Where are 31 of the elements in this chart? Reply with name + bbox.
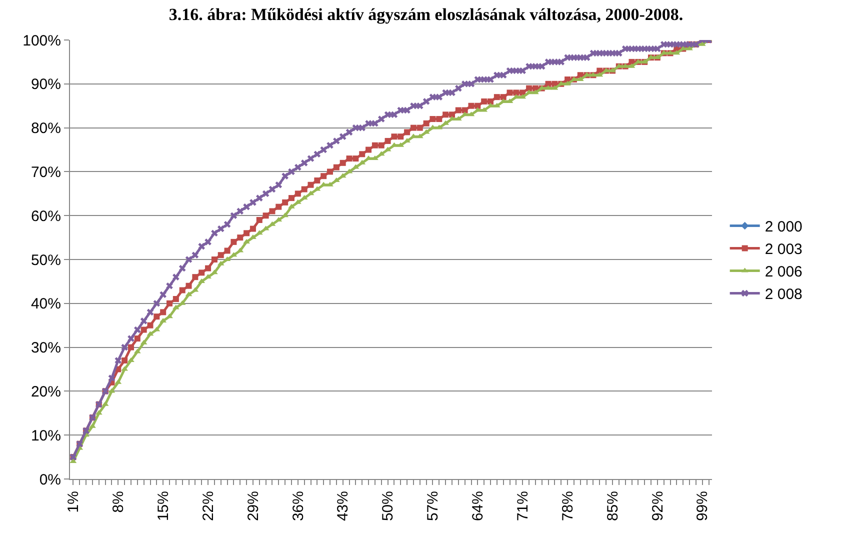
x-tick-label: 50% — [380, 491, 397, 522]
y-tick-label: 80% — [30, 120, 61, 138]
legend-label: 2 008 — [764, 286, 802, 304]
y-tick-label: 100% — [22, 32, 61, 50]
y-tick-label: 70% — [30, 164, 61, 181]
x-tick-label: 92% — [649, 491, 666, 522]
x-tick-label: 29% — [244, 491, 262, 522]
x-tick-label: 78% — [559, 491, 576, 522]
x-tick-label: 15% — [154, 491, 172, 522]
chart-title: 3.16. ábra: Működési aktív ágyszám eloszlásának változása, 2000-2008. — [168, 5, 684, 24]
legend-label: 2 000 — [764, 218, 802, 236]
legend-label: 2 003 — [764, 241, 802, 258]
legend-label: 2 006 — [764, 264, 802, 281]
y-tick-label: 50% — [30, 252, 61, 269]
y-tick-label: 90% — [30, 76, 61, 94]
y-tick-label: 40% — [30, 296, 61, 313]
y-tick-label: 60% — [30, 208, 61, 225]
x-tick-label: 1% — [65, 491, 82, 513]
y-tick-label: 20% — [30, 383, 61, 400]
x-tick-label: 8% — [110, 491, 128, 513]
x-tick-label: 43% — [334, 491, 352, 522]
x-tick-label: 99% — [694, 491, 712, 522]
x-tick-label: 71% — [514, 491, 532, 522]
x-tick-label: 57% — [424, 491, 442, 522]
x-tick-label: 64% — [470, 491, 487, 522]
y-tick-label: 10% — [30, 427, 61, 444]
x-tick-label: 85% — [604, 491, 622, 522]
y-tick-label: 0% — [39, 471, 61, 488]
y-tick-label: 30% — [30, 340, 61, 357]
x-tick-label: 36% — [290, 491, 307, 522]
x-tick-label: 22% — [200, 491, 217, 522]
